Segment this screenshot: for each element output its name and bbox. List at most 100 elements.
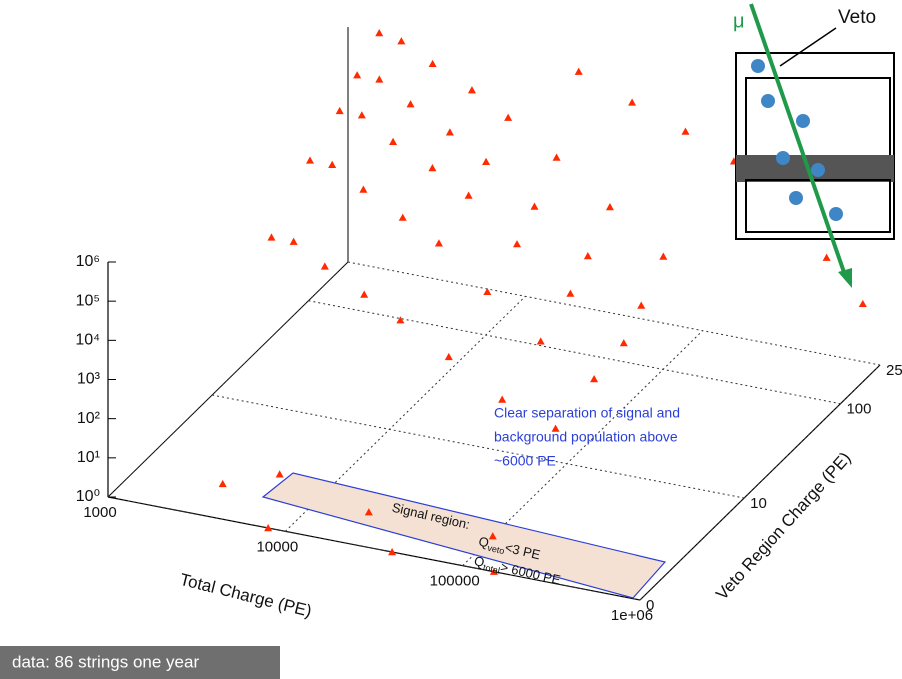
point	[574, 67, 583, 75]
grid-line	[212, 394, 745, 499]
module	[745, 179, 891, 233]
dom	[761, 94, 775, 108]
signal-region	[261, 472, 667, 599]
y-axis-label: Veto Region Charge (PE)	[712, 448, 854, 603]
y-tick-label: 10	[750, 495, 767, 512]
x-tick-label: 100000	[430, 573, 480, 590]
point	[397, 37, 406, 45]
point	[566, 289, 575, 297]
annotation: Clear separation of signal and	[494, 405, 680, 421]
doms	[751, 59, 843, 221]
pointer	[779, 27, 837, 67]
sub: total	[482, 563, 501, 577]
point	[489, 567, 498, 575]
point	[681, 127, 690, 135]
point	[375, 75, 384, 83]
point	[398, 213, 407, 221]
point	[396, 316, 405, 324]
sub: veto	[486, 543, 505, 557]
point	[267, 233, 276, 241]
point	[483, 287, 492, 296]
dom	[829, 207, 843, 221]
point	[360, 290, 369, 298]
grid-line	[347, 261, 881, 366]
point	[357, 111, 366, 119]
annotation: ~6000 PE	[494, 453, 556, 469]
point	[498, 395, 507, 403]
point	[335, 106, 344, 115]
dom	[751, 59, 765, 73]
point	[628, 98, 637, 106]
point	[619, 339, 628, 347]
point	[551, 424, 560, 432]
y-tick-label: 100	[846, 401, 871, 418]
x-tick-label: 1e+06	[611, 607, 653, 624]
point	[359, 185, 368, 193]
point	[289, 237, 298, 245]
z-tick-label: 10⁵	[76, 292, 100, 309]
point	[306, 156, 315, 164]
point	[320, 262, 329, 270]
point	[590, 375, 599, 383]
point	[353, 71, 362, 79]
veto-label: Veto	[838, 7, 876, 28]
inset: μ Veto	[733, 3, 895, 288]
point	[513, 240, 522, 248]
point	[434, 239, 443, 247]
y-tick-label: 0	[646, 597, 654, 614]
dom	[789, 191, 803, 205]
grid-line	[107, 261, 349, 498]
z-tick-label: 10⁰	[76, 488, 100, 505]
point	[659, 252, 668, 260]
point	[389, 137, 398, 145]
point	[264, 524, 273, 532]
arrow-head	[838, 268, 852, 288]
point	[444, 352, 453, 361]
point	[275, 470, 284, 478]
point	[364, 508, 373, 516]
particle-label: μ	[733, 10, 745, 32]
grid-line	[107, 496, 641, 601]
muon-track	[749, 3, 848, 279]
point	[467, 86, 476, 94]
x-tick-label: 1000	[83, 504, 116, 521]
point	[428, 59, 437, 68]
point	[536, 337, 545, 345]
point	[552, 153, 561, 161]
point	[605, 203, 614, 211]
point	[637, 301, 646, 309]
dom	[811, 163, 825, 177]
annotation: background population above	[494, 429, 678, 445]
z-tick-label: 10⁶	[76, 253, 100, 270]
dom	[796, 114, 810, 128]
footer-box	[0, 646, 280, 679]
point	[530, 202, 539, 210]
point	[488, 532, 497, 540]
point	[218, 479, 227, 488]
point	[428, 164, 437, 172]
z-tick-label: 10²	[77, 410, 101, 427]
point	[858, 299, 867, 308]
q: Q	[473, 553, 486, 570]
detector	[735, 52, 895, 240]
z-tick-label: 10¹	[77, 449, 100, 466]
grid-line	[639, 364, 881, 601]
point	[445, 128, 454, 136]
x-axis-label: Total Charge (PE)	[178, 570, 314, 621]
point	[504, 113, 513, 121]
dom	[776, 151, 790, 165]
grid-line	[308, 300, 841, 405]
z-tick-label: 10⁴	[75, 332, 100, 349]
point	[822, 253, 831, 261]
labels: 1000 10000 100000 1e+060 10 100 250 10⁰ 10¹ 10² 10…	[75, 253, 902, 624]
point	[388, 548, 397, 556]
point	[482, 157, 491, 165]
point	[464, 191, 473, 199]
y-tick-label: 250	[886, 362, 902, 379]
z-tick-label: 10³	[77, 371, 101, 388]
footer: data: 86 strings one year	[12, 652, 199, 671]
point	[375, 29, 384, 37]
point	[583, 251, 592, 260]
point	[328, 160, 337, 168]
